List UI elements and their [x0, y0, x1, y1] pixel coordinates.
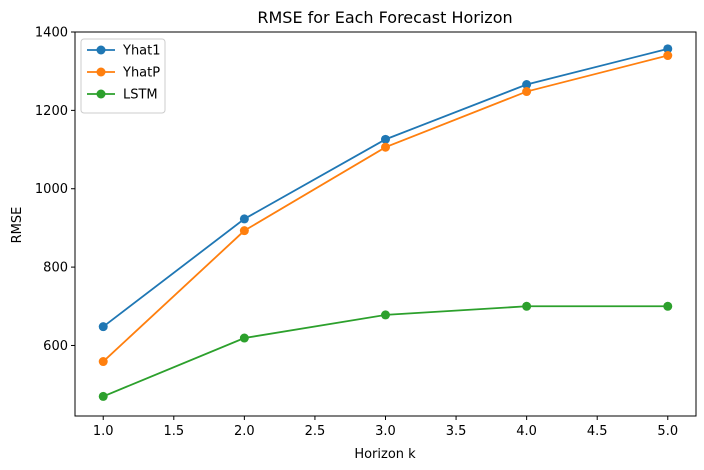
data-point-lstm	[98, 391, 108, 401]
y-tick-label: 1400	[35, 26, 68, 41]
data-point-yhatp	[663, 51, 673, 61]
x-tick-label: 4.0	[516, 424, 537, 439]
x-tick-label: 1.5	[163, 424, 184, 439]
y-tick-label: 800	[43, 261, 68, 276]
x-tick-label: 5.0	[657, 424, 678, 439]
legend-marker-yhat1	[96, 45, 106, 55]
data-point-yhat1	[239, 214, 249, 224]
x-tick-label: 4.5	[587, 424, 608, 439]
data-point-lstm	[381, 310, 390, 320]
x-axis-label: Horizon k	[354, 447, 416, 462]
x-tick-label: 2.0	[234, 424, 255, 439]
y-tick-label: 1200	[35, 104, 68, 119]
data-point-yhat1	[381, 134, 390, 144]
data-point-yhat1	[663, 44, 673, 54]
legend: Yhat1 YhatP LSTM	[80, 38, 166, 114]
legend-label: YhatP	[122, 66, 160, 81]
series-line-lstm	[102, 305, 668, 398]
data-point-yhatp	[381, 142, 390, 152]
plot-frame	[74, 31, 697, 417]
legend-label: Yhat1	[122, 44, 161, 59]
x-tick-label: 1.0	[93, 424, 114, 439]
series-line-yhat1	[102, 47, 668, 328]
data-point-yhatp	[239, 226, 249, 236]
y-tick-label: 600	[43, 339, 68, 354]
legend-label: LSTM	[123, 88, 158, 103]
data-point-lstm	[522, 301, 532, 311]
x-tick-label: 2.5	[305, 424, 326, 439]
data-point-yhatp	[98, 357, 108, 367]
y-axis-label: RMSE	[10, 207, 25, 244]
data-point-lstm	[239, 333, 249, 343]
legend-marker-lstm	[96, 89, 106, 99]
data-point-yhat1	[98, 322, 108, 332]
legend-marker-yhatp	[96, 67, 106, 77]
x-tick-label: 3.5	[446, 424, 467, 439]
y-tick-label: 1000	[35, 182, 68, 197]
plot-area: 1.0 1.5 2.0 2.5 3.0 3.5 4.0 4.5 5.0 600 800 1000 120…	[35, 26, 697, 439]
data-point-lstm	[663, 301, 673, 311]
data-point-yhat1	[522, 80, 532, 90]
data-point-yhatp	[522, 87, 532, 97]
x-tick-label: 3.0	[375, 424, 396, 439]
chart-title: RMSE for Each Forecast Horizon	[257, 8, 512, 27]
